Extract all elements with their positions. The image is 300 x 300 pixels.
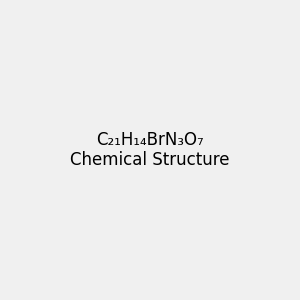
Text: C₂₁H₁₄BrN₃O₇
Chemical Structure: C₂₁H₁₄BrN₃O₇ Chemical Structure [70, 130, 230, 170]
